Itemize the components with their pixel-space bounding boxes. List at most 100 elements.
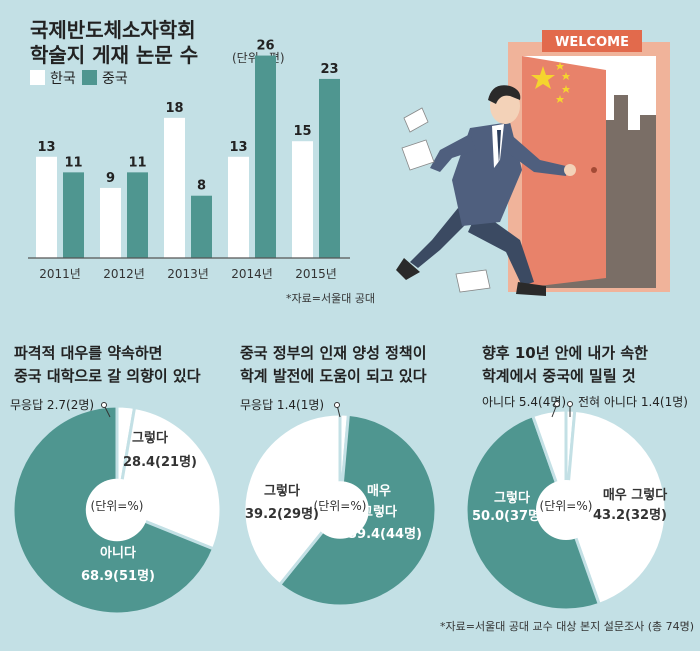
pie3-label-very-yes: 매우 그렇다	[603, 487, 667, 503]
pie3-center-label: (단위=%)	[540, 499, 593, 513]
pie1-slices-center-hole	[85, 478, 149, 542]
pie3-slices	[464, 408, 668, 612]
small-star-icon	[556, 95, 564, 103]
pie3-leader-dot-1	[554, 401, 560, 407]
pie2-value-very-yes: 59.4(44명)	[348, 526, 422, 542]
bar-korea-1	[100, 187, 121, 258]
pie3-slices-center-hole	[536, 480, 596, 540]
bar-value-label: 11	[64, 155, 82, 170]
bar-korea-4	[292, 141, 313, 258]
pie2-slices	[242, 412, 438, 608]
bar-chart-source: *자료=서울대 공대	[286, 292, 375, 305]
bar-value-label: 9	[106, 171, 115, 186]
bar-value-label: 8	[197, 179, 206, 194]
pie3-slices-slice-2	[464, 413, 602, 612]
bar-chart-title-line1: 국제반도체소자학회	[30, 18, 196, 42]
pie-source: *자료=서울대 공대 교수 대상 본지 설문조사 (총 74명)	[440, 620, 694, 633]
legend-swatch-korea	[30, 70, 45, 85]
bar-value-label: 11	[128, 155, 146, 170]
pie3-title-line2: 학계에서 중국에 밀릴 것	[482, 367, 636, 385]
pie3-label-strongly-no: 전혀 아니다 1.4(1명)	[578, 395, 688, 409]
pie1-center-label: (단위=%)	[91, 499, 144, 513]
x-tick-label: 2013년	[167, 267, 209, 281]
pie1-label-yes: 그렇다	[132, 430, 168, 446]
bar-china-3	[255, 55, 276, 259]
bar-china-1	[127, 172, 148, 258]
flying-papers	[401, 107, 491, 293]
man-hand	[564, 164, 576, 176]
pie2-label-no-answer: 무응답 1.4(1명)	[240, 398, 324, 412]
legend-swatch-china	[82, 70, 97, 85]
big-star-icon	[531, 66, 555, 89]
x-tick-label: 2015년	[295, 267, 337, 281]
pie3-slices-slice-1	[564, 408, 668, 607]
pie2-label-yes: 그렇다	[264, 483, 300, 499]
paper-icon	[403, 107, 429, 133]
pie-section: 파격적 대우를 약속하면 중국 대학으로 갈 의향이 있다 중국 정부의 인재 …	[10, 344, 694, 633]
bar-value-labels: 13 11 9 11 18 8 13 26 15 23	[37, 39, 338, 194]
pie3-value-very-yes: 43.2(32명)	[593, 507, 667, 523]
pie3-label-no: 아니다 5.4(4명)	[482, 395, 566, 409]
pie2-value-yes: 39.2(29명)	[245, 506, 319, 522]
man-back-arm	[430, 134, 476, 172]
bar-korea-0	[36, 156, 57, 258]
man-front-arm	[504, 132, 566, 176]
bar-china-4	[319, 78, 340, 258]
man-front-shoe	[516, 282, 546, 296]
pie2-label-very-yes-2: 그렇다	[361, 504, 397, 520]
bar-value-label: 18	[165, 101, 183, 116]
bar-chart-title-line2: 학술지 게재 논문 수	[30, 43, 198, 67]
pie3-label-yes: 그렇다	[494, 490, 530, 506]
running-man	[396, 85, 576, 296]
pie1-value-no: 68.9(51명)	[81, 568, 155, 584]
bar-value-label: 23	[320, 62, 338, 77]
legend-label-korea: 한국	[50, 71, 76, 87]
door-knob	[591, 167, 597, 173]
pie1-leader-dot	[101, 402, 107, 408]
pie2-title-line1: 중국 정부의 인재 양성 정책이	[240, 344, 427, 362]
pie1-value-yes: 28.4(21명)	[123, 454, 197, 470]
bar-china-2	[191, 195, 212, 258]
bar-korea-2	[164, 117, 185, 258]
bar-china-0	[63, 172, 84, 258]
pie1-label-no: 아니다	[100, 545, 136, 561]
pie3-value-yes: 50.0(37명)	[472, 508, 546, 524]
pie3: 아니다 5.4(4명) 전혀 아니다 1.4(1명) 그렇다 50.0(37명)…	[464, 395, 688, 612]
pie2-label-very-yes-1: 매우	[367, 484, 391, 499]
welcome-sign	[542, 30, 642, 52]
pie1-title-line2: 중국 대학으로 갈 의향이 있다	[14, 367, 201, 385]
pie1: 무응답 2.7(2명) 그렇다 28.4(21명) (단위=%) 아니다 68.…	[10, 398, 223, 616]
pie2-leader-dot	[334, 402, 340, 408]
legend-label-china: 중국	[102, 71, 128, 87]
pie1-title-line1: 파격적 대우를 약속하면	[14, 344, 162, 362]
x-tick-label: 2012년	[103, 267, 145, 281]
bar-value-label: 13	[229, 140, 247, 155]
pie2: 무응답 1.4(1명) 매우 그렇다 59.4(44명) 그렇다 39.2(29…	[240, 398, 438, 608]
man-tie	[497, 130, 501, 165]
small-star-icon	[556, 62, 564, 70]
bars-group	[36, 55, 340, 259]
man-back-shoe	[396, 258, 420, 280]
china-flag-stars	[531, 62, 570, 103]
small-star-icon	[562, 85, 570, 93]
pie3-leader-dot-2	[567, 401, 573, 407]
pie2-slices-center-hole	[311, 481, 369, 539]
man-back-leg	[410, 208, 470, 268]
paper-icon	[401, 139, 435, 171]
bar-value-label: 26	[256, 39, 274, 54]
pie1-slices	[11, 404, 223, 616]
small-star-icon	[562, 72, 570, 80]
pie2-slices-slice-2	[242, 412, 342, 587]
bar-x-tick-labels: 2011년 2012년 2013년 2014년 2015년	[39, 267, 337, 281]
man-hair	[488, 85, 521, 104]
bar-korea-3	[228, 156, 249, 258]
running-man-illustration: WELCOME	[396, 30, 670, 296]
pie1-label-no-answer: 무응답 2.7(2명)	[10, 398, 94, 412]
bar-chart-section: 국제반도체소자학회 학술지 게재 논문 수 (단위=편) 한국 중국 13119…	[28, 18, 375, 305]
bar-value-label: 13	[37, 140, 55, 155]
x-tick-label: 2014년	[231, 267, 273, 281]
man-front-leg	[468, 210, 534, 286]
bar-value-label: 15	[293, 124, 311, 139]
